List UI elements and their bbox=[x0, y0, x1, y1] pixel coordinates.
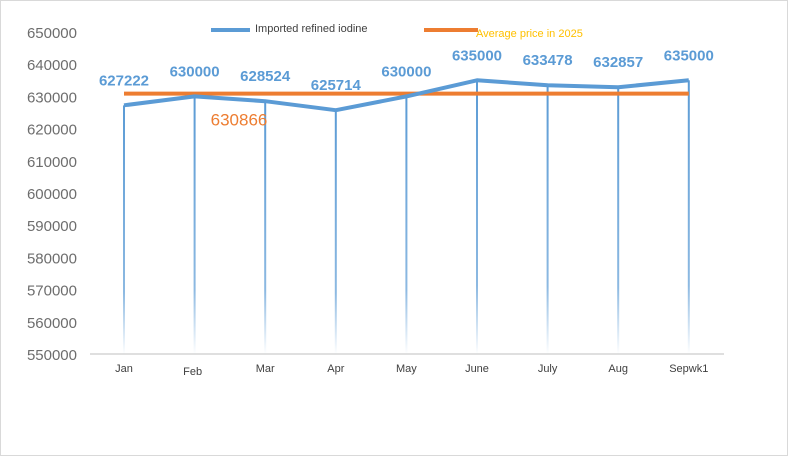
x-axis-tick-labels: Jan Feb Mar Apr May June July Aug Sepwk1 bbox=[115, 363, 708, 378]
legend-label-series: Imported refined iodine bbox=[255, 23, 368, 35]
drop-line bbox=[123, 105, 125, 355]
y-tick-label: 610000 bbox=[27, 154, 77, 171]
legend[interactable]: Imported refined iodine Average price in… bbox=[211, 23, 583, 40]
data-label: 627222 bbox=[99, 72, 149, 89]
data-label: 628524 bbox=[240, 68, 291, 85]
drop-line bbox=[193, 96, 196, 355]
y-tick-label: 580000 bbox=[27, 250, 77, 267]
drop-line bbox=[687, 80, 690, 355]
y-tick-label: 650000 bbox=[27, 25, 77, 42]
x-tick-label: July bbox=[538, 363, 558, 375]
chart-frame bbox=[0, 0, 788, 456]
y-tick-label: 560000 bbox=[27, 315, 77, 332]
y-tick-label: 600000 bbox=[27, 186, 77, 203]
drop-line bbox=[476, 80, 478, 355]
y-tick-label: 590000 bbox=[27, 218, 77, 235]
x-tick-label: Jan bbox=[115, 363, 133, 375]
x-tick-label: Sepwk1 bbox=[669, 363, 708, 375]
data-label: 633478 bbox=[523, 52, 573, 69]
data-label: 630000 bbox=[381, 63, 431, 80]
drop-lines bbox=[123, 80, 690, 355]
drop-line bbox=[264, 101, 267, 355]
average-data-label: 630866 bbox=[211, 111, 268, 130]
data-label: 632857 bbox=[593, 54, 643, 71]
y-axis-tick-labels: 550000 560000 570000 580000 590000 600000 6100… bbox=[27, 25, 77, 364]
data-labels: 627222 630000 628524 625714 630000 635000 6334… bbox=[99, 47, 714, 94]
x-tick-label: May bbox=[396, 363, 417, 375]
data-label: 635000 bbox=[452, 47, 502, 64]
x-tick-label: Apr bbox=[327, 363, 344, 375]
drop-line bbox=[617, 87, 620, 354]
x-tick-label: Mar bbox=[256, 363, 275, 375]
data-label: 630000 bbox=[170, 63, 220, 80]
drop-line bbox=[546, 85, 549, 355]
y-tick-label: 630000 bbox=[27, 89, 77, 106]
y-tick-label: 570000 bbox=[27, 283, 77, 300]
drop-line bbox=[405, 96, 408, 355]
y-tick-label: 620000 bbox=[27, 122, 77, 139]
y-tick-label: 640000 bbox=[27, 57, 77, 74]
legend-label-average: Average price in 2025 bbox=[476, 28, 583, 40]
y-tick-label: 550000 bbox=[27, 347, 77, 364]
x-tick-label: Aug bbox=[608, 363, 628, 375]
data-label: 635000 bbox=[664, 47, 714, 64]
series-line-imported-refined-iodine bbox=[123, 78, 689, 113]
data-label: 625714 bbox=[311, 77, 362, 94]
x-tick-label: Feb bbox=[183, 366, 202, 378]
x-tick-label: June bbox=[465, 363, 489, 375]
drop-line bbox=[334, 110, 337, 354]
